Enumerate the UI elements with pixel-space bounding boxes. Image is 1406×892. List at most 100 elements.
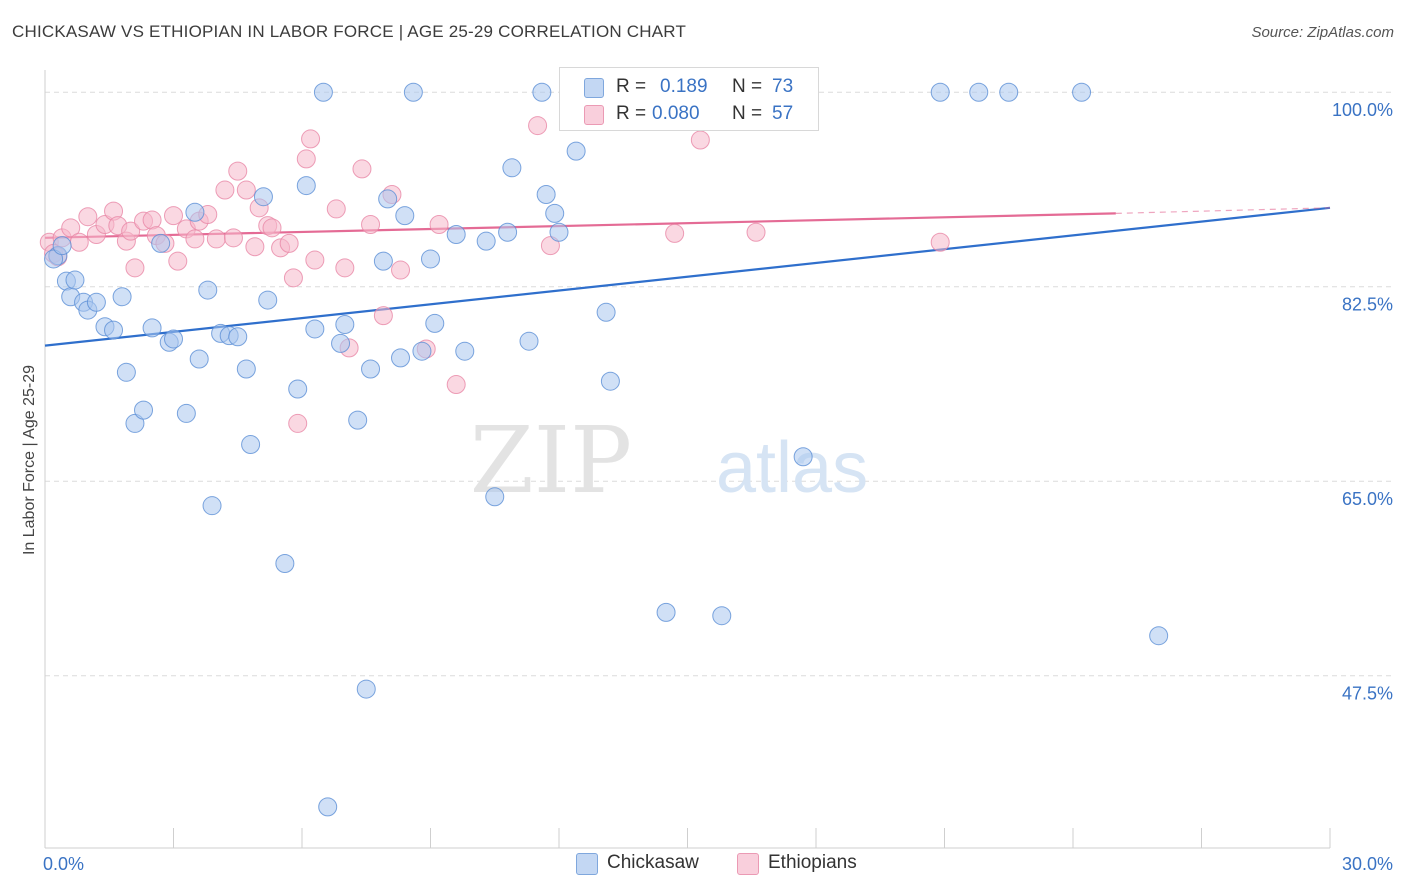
trend-line-chickasaw: [44, 206, 1331, 347]
chickasaw-point: [1149, 626, 1169, 646]
ethiopians-point: [245, 237, 265, 257]
chickasaw-point: [930, 82, 950, 102]
y-tick-label: 82.5%: [1342, 295, 1393, 315]
ethiopians-point: [283, 268, 303, 288]
ethiopians-point: [236, 180, 256, 200]
ethiopians-points: [39, 116, 950, 433]
chickasaw-point: [498, 222, 518, 242]
chickasaw-point: [335, 315, 355, 335]
chickasaw-point: [134, 400, 154, 420]
chickasaw-point: [112, 287, 132, 307]
chickasaw-point: [378, 189, 398, 209]
trend-lines: [44, 206, 1331, 347]
ethiopians-point: [288, 413, 308, 433]
chickasaw-point: [596, 302, 616, 322]
chickasaw-point: [536, 184, 556, 204]
chickasaw-point: [185, 202, 205, 222]
ethiopians-point: [746, 222, 766, 242]
source-credit: Source: ZipAtlas.com: [1251, 24, 1394, 41]
axes: [44, 70, 1331, 849]
chickasaw-point: [403, 82, 423, 102]
ethiopians-point: [540, 236, 560, 256]
legend-n-value: 73: [772, 76, 794, 97]
ethiopians-point: [352, 159, 372, 179]
ethiopians-point: [78, 207, 98, 227]
chickasaw-point: [318, 797, 338, 817]
chickasaw-label: Chickasaw: [607, 852, 699, 873]
chickasaw-point: [519, 331, 539, 351]
chickasaw-point: [356, 679, 376, 699]
chickasaw-point: [176, 403, 196, 423]
chickasaw-point: [202, 496, 222, 516]
ethiopians-point: [279, 233, 299, 253]
correlation-legend: R = 0.189 N = 73 R = 0.080 N = 57: [559, 67, 819, 131]
chickasaw-point: [455, 341, 475, 361]
ethiopians-point: [61, 218, 81, 238]
chickasaw-point: [331, 333, 351, 353]
chickasaw-point: [476, 231, 496, 251]
ethiopians-point: [335, 258, 355, 278]
chickasaw-point: [52, 236, 72, 256]
chart-title: CHICKASAW VS ETHIOPIAN IN LABOR FORCE | …: [12, 22, 687, 41]
chickasaw-point: [545, 203, 565, 223]
chickasaw-point: [125, 413, 145, 433]
chickasaw-point: [65, 270, 85, 290]
chickasaw-point: [313, 82, 333, 102]
ethiopians-label: Ethiopians: [768, 852, 857, 873]
chickasaw-point: [228, 327, 248, 347]
legend-r-label: R =: [616, 103, 647, 124]
chickasaw-point: [348, 410, 368, 430]
ethiopians-point: [391, 260, 411, 280]
ethiopians-point: [326, 199, 346, 219]
chickasaw-point: [258, 290, 278, 310]
chickasaw-point: [712, 606, 732, 626]
chickasaw-point: [198, 280, 218, 300]
ethiopians-point: [690, 130, 710, 150]
ethiopians-point: [164, 206, 183, 226]
legend-r-value: 0.080: [652, 103, 700, 124]
chickasaw-point: [151, 233, 171, 253]
chickasaw-point: [532, 82, 552, 102]
legend-swatch-ethiopians: [584, 105, 604, 125]
chickasaw-swatch: [576, 853, 598, 875]
chickasaw-point: [241, 435, 261, 455]
chickasaw-point: [793, 447, 813, 467]
ethiopians-point: [296, 149, 316, 169]
chickasaw-point: [969, 82, 989, 102]
ethiopians-point: [301, 129, 321, 149]
ethiopians-swatch: [737, 853, 759, 875]
chickasaw-point: [421, 249, 440, 269]
chickasaw-point: [1072, 82, 1092, 102]
chickasaw-point: [142, 318, 162, 338]
chickasaw-point: [566, 141, 586, 161]
ethiopians-point: [305, 250, 325, 270]
chickasaw-point: [425, 313, 445, 333]
chickasaw-point: [999, 82, 1019, 102]
ethiopians-point: [69, 232, 89, 252]
ethiopians-point: [215, 180, 235, 200]
ethiopians-point: [223, 228, 243, 248]
chickasaw-point: [373, 251, 393, 271]
ethiopians-point: [361, 214, 381, 234]
gridlines: [45, 91, 1394, 677]
ethiopians-point: [665, 223, 685, 243]
chickasaw-points: [44, 82, 1169, 817]
chickasaw-point: [305, 319, 325, 339]
chickasaw-point: [189, 349, 209, 369]
y-tick-label: 47.5%: [1342, 684, 1393, 704]
chickasaw-point: [485, 487, 505, 507]
x-tick-label: 30.0%: [1342, 854, 1393, 874]
ethiopians-point: [446, 375, 466, 395]
chickasaw-point: [86, 292, 106, 312]
chickasaw-point: [502, 158, 522, 178]
ethiopians-point: [185, 229, 205, 249]
ethiopians-point: [121, 221, 141, 241]
chickasaw-point: [236, 359, 256, 379]
y-tick-label: 65.0%: [1342, 489, 1393, 509]
chickasaw-point: [395, 206, 415, 226]
legend-r-label: R =: [616, 76, 647, 97]
chickasaw-point: [656, 602, 676, 622]
ethiopians-point: [206, 229, 226, 249]
chickasaw-point: [412, 341, 432, 361]
